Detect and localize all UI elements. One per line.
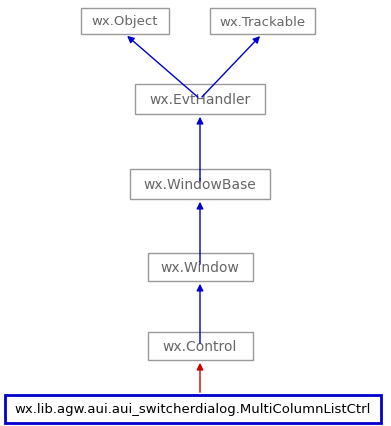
Bar [147, 253, 253, 281]
Bar [130, 170, 270, 199]
Text: wx.WindowBase: wx.WindowBase [143, 178, 256, 192]
Bar [147, 332, 253, 360]
Text: wx.Window: wx.Window [161, 260, 239, 274]
Text: wx.lib.agw.aui.aui_switcherdialog.MultiColumnListCtrl: wx.lib.agw.aui.aui_switcherdialog.MultiC… [15, 403, 371, 415]
Text: wx.Trackable: wx.Trackable [219, 15, 305, 29]
Bar [135, 85, 265, 115]
Text: wx.EvtHandler: wx.EvtHandler [149, 93, 251, 107]
Bar [210, 9, 314, 35]
Text: wx.Control: wx.Control [163, 339, 237, 353]
Bar [5, 395, 381, 423]
Text: wx.Object: wx.Object [92, 15, 158, 29]
Bar [81, 9, 169, 35]
